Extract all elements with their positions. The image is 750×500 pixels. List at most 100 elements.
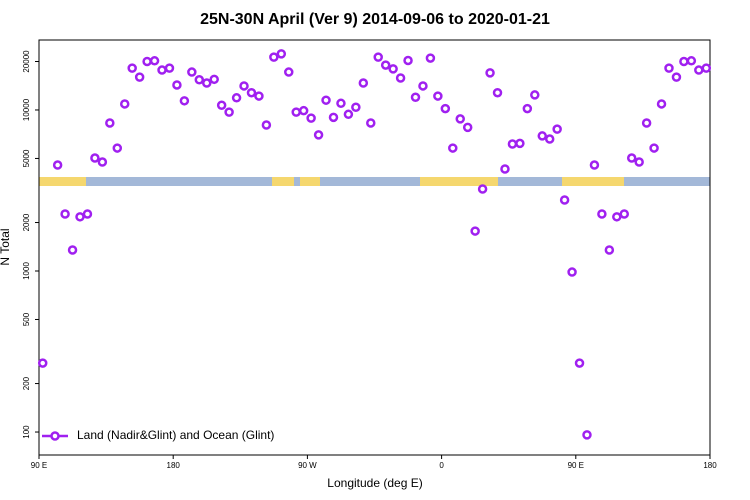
data-point (544, 134, 555, 144)
data-point (351, 102, 361, 112)
data-point (477, 184, 488, 194)
data-point (358, 78, 369, 88)
data-point (500, 164, 510, 174)
y-tick-label: 10000 (22, 98, 31, 121)
data-point (202, 78, 212, 88)
data-point (612, 212, 622, 222)
data-point (448, 143, 458, 153)
data-point (641, 118, 652, 128)
land-ocean-strip (39, 177, 710, 186)
y-tick-label: 20000 (22, 50, 31, 73)
data-point (671, 72, 682, 82)
x-tick-label: 90 E (568, 461, 584, 470)
y-tick-label: 5000 (22, 149, 31, 167)
x-axis-label: Longitude (deg E) (327, 476, 422, 490)
data-point (410, 92, 421, 102)
data-point (679, 56, 689, 67)
data-point (574, 358, 585, 368)
data-point (179, 96, 190, 106)
data-point (634, 157, 644, 167)
data-point (67, 245, 78, 255)
data-point (97, 157, 108, 167)
land-segment (300, 177, 320, 186)
data-point (112, 143, 123, 153)
data-point (597, 209, 607, 219)
data-point (380, 60, 391, 70)
data-point (127, 63, 137, 73)
data-point (37, 358, 48, 368)
data-point (664, 63, 674, 73)
data-point (298, 105, 309, 116)
data-point (440, 103, 451, 114)
data-point (492, 87, 503, 98)
y-tick-label: 1000 (22, 262, 31, 280)
x-tick-label: 180 (167, 461, 181, 470)
data-point (231, 93, 242, 103)
data-point (142, 56, 152, 67)
data-point (530, 90, 540, 100)
data-point (90, 153, 100, 163)
data-point (425, 53, 436, 63)
data-point (313, 130, 324, 140)
data-point (604, 245, 615, 255)
data-point (336, 98, 346, 109)
data-point (224, 107, 234, 117)
data-point (589, 160, 600, 170)
y-tick-label: 500 (22, 312, 31, 326)
data-point (462, 122, 473, 133)
data-point (567, 267, 577, 277)
data-point (485, 68, 495, 78)
land-segment (272, 177, 294, 186)
data-point (254, 91, 264, 101)
data-point (246, 87, 257, 98)
data-point (149, 56, 160, 66)
data-point (701, 63, 712, 73)
y-tick-label: 2000 (22, 213, 31, 231)
data-point (433, 91, 443, 101)
data-point (261, 120, 272, 130)
data-point (187, 67, 197, 77)
data-point (164, 63, 175, 73)
land-segment (562, 177, 624, 186)
ocean-strip (39, 177, 710, 186)
data-point (134, 72, 145, 82)
data-point (343, 109, 354, 120)
data-point (105, 118, 115, 128)
x-tick-label: 180 (703, 461, 717, 470)
data-point (60, 209, 70, 219)
data-point (276, 49, 287, 59)
data-point (157, 65, 167, 75)
y-tick-label: 200 (22, 376, 31, 390)
data-point (366, 118, 376, 128)
data-point (306, 113, 316, 123)
legend-marker (50, 431, 60, 441)
data-point (172, 80, 182, 90)
data-point (455, 114, 465, 124)
data-point (216, 100, 227, 110)
data-point (470, 226, 480, 236)
chart-title: 25N-30N April (Ver 9) 2014-09-06 to 2020… (200, 11, 550, 28)
data-point (284, 67, 294, 77)
data-point (395, 73, 406, 83)
data-point (619, 209, 630, 219)
data-point (537, 131, 547, 141)
data-point (194, 75, 205, 85)
land-segment (39, 177, 86, 186)
data-point (52, 160, 63, 170)
data-point (119, 99, 130, 109)
data-point (373, 52, 383, 62)
data-point (291, 107, 301, 117)
data-point (626, 153, 637, 163)
data-point (507, 139, 518, 149)
data-point (686, 56, 697, 66)
plot-frame (38, 39, 711, 456)
x-tick-label: 90 W (298, 461, 317, 470)
data-point (321, 95, 331, 105)
data-point (403, 55, 413, 66)
data-point (418, 81, 428, 91)
data-point (522, 103, 533, 114)
land-segment (420, 177, 498, 186)
legend-label: Land (Nadir&Glint) and Ocean (Glint) (77, 428, 274, 442)
x-tick-label: 0 (439, 461, 444, 470)
y-axis-label: N Total (0, 228, 12, 265)
